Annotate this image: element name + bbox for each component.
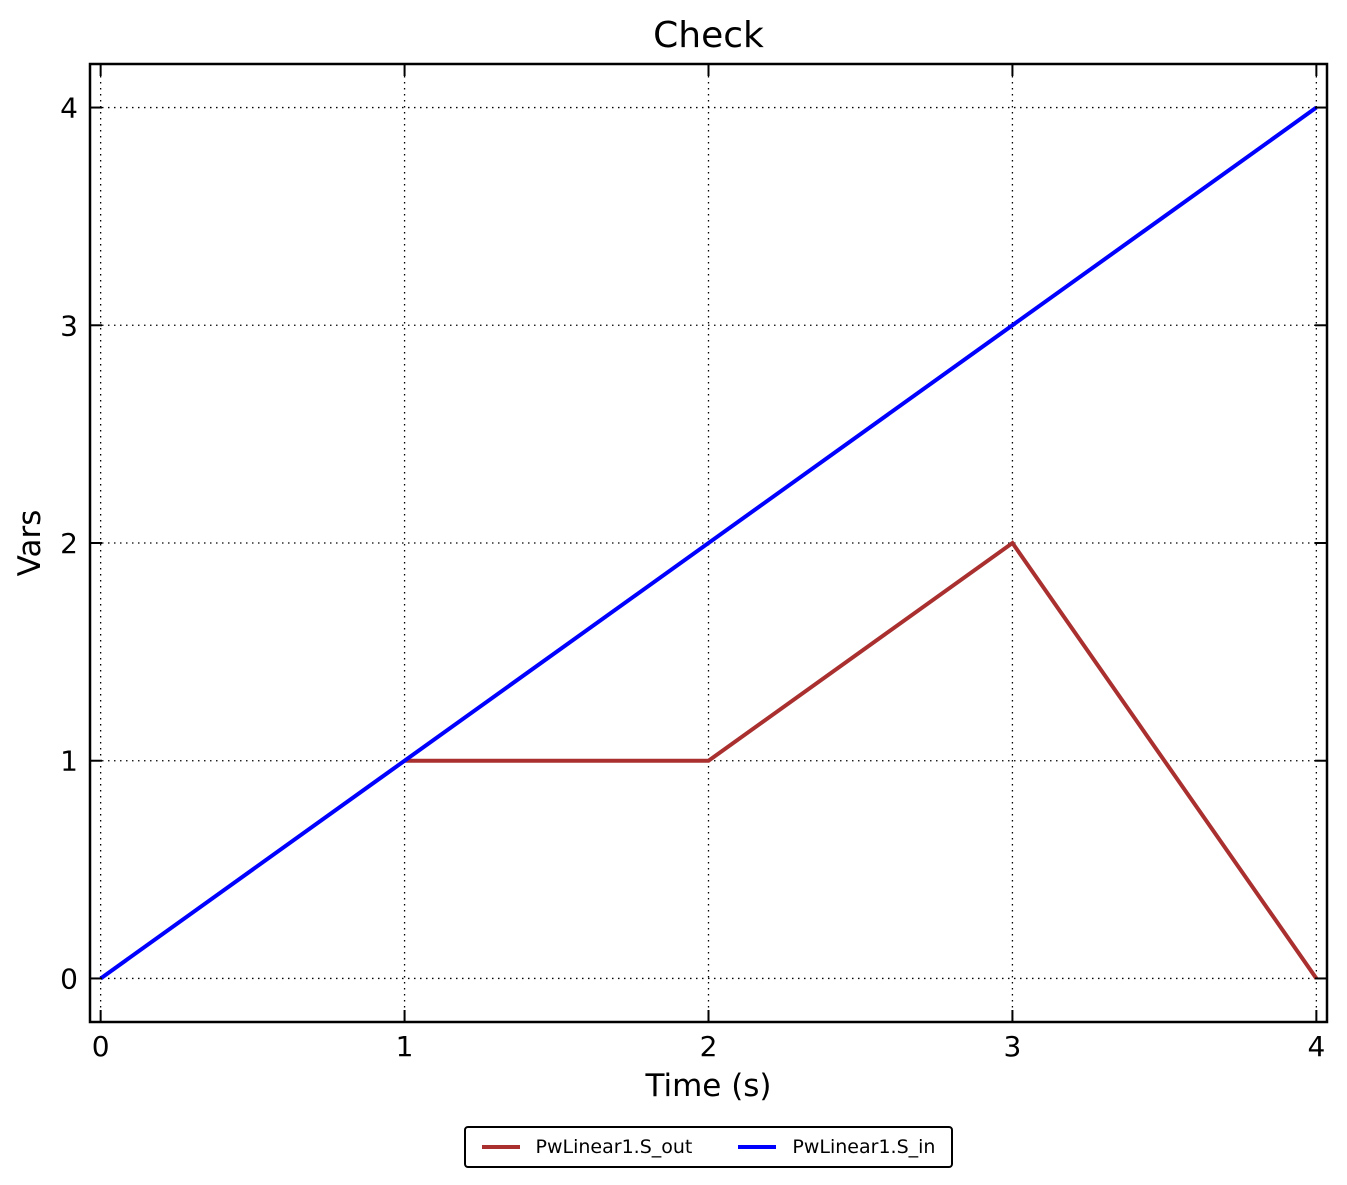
y-tick-label: 2 xyxy=(60,527,78,560)
x-tick-label: 1 xyxy=(396,1030,414,1063)
legend-box: PwLinear1.S_out PwLinear1.S_in xyxy=(463,1126,954,1168)
x-tick-label: 0 xyxy=(92,1030,110,1063)
legend-label-s-in: PwLinear1.S_in xyxy=(792,1136,936,1158)
legend-line-swatch-s-in xyxy=(738,1145,777,1149)
y-tick-label: 4 xyxy=(60,92,78,125)
y-tick-label: 3 xyxy=(60,309,78,342)
x-axis-label: Time (s) xyxy=(645,1068,772,1104)
series-line-pwlinear1-s-in xyxy=(99,105,1318,981)
chart-title: Check xyxy=(653,15,764,56)
legend-entry-s-out: PwLinear1.S_out xyxy=(481,1136,693,1158)
y-tick-label: 1 xyxy=(60,745,78,778)
legend: PwLinear1.S_out PwLinear1.S_in xyxy=(90,1126,1327,1168)
legend-label-s-out: PwLinear1.S_out xyxy=(535,1136,693,1158)
legend-line-swatch-s-out xyxy=(481,1145,520,1149)
y-tick-label: 0 xyxy=(60,962,78,995)
x-tick-label: 3 xyxy=(1004,1030,1022,1063)
x-tick-label: 4 xyxy=(1307,1030,1325,1063)
series-line-pwlinear1-s-out xyxy=(404,540,1319,980)
legend-entry-s-in: PwLinear1.S_in xyxy=(738,1136,935,1158)
x-tick-label: 2 xyxy=(700,1030,718,1063)
